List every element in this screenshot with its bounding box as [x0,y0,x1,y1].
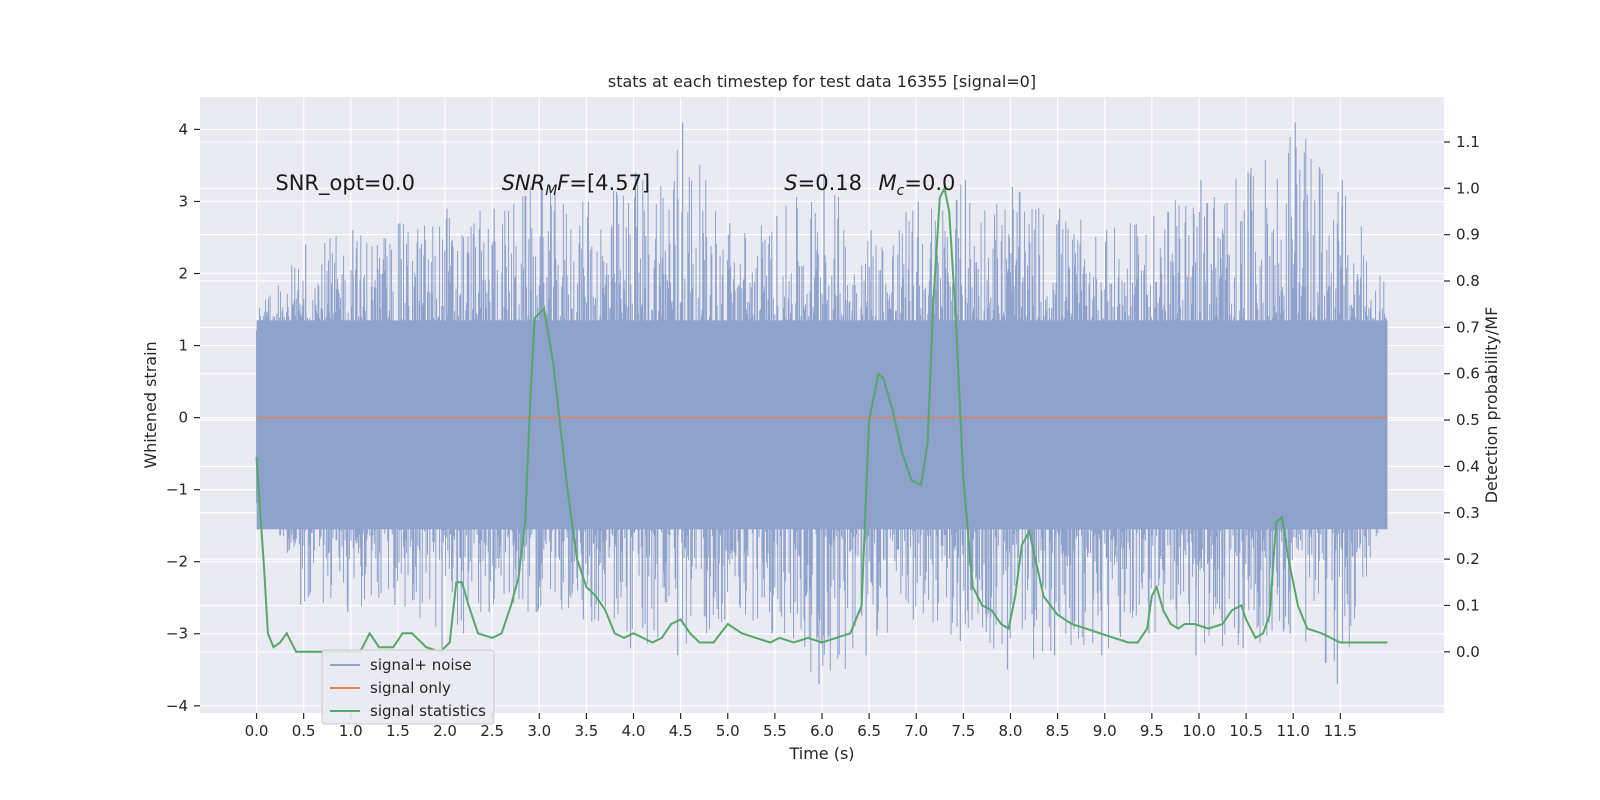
x-tick-label: 5.5 [763,722,787,740]
y2-tick-label: 0.7 [1456,318,1480,336]
plot-series [255,122,1388,685]
annotation-mc: Mc=0.0 [879,171,956,199]
y2-tick-label: 0.0 [1456,643,1480,661]
annotation-s: S=0.18 [784,171,862,195]
y-tick-label: 2 [178,265,188,283]
x-tick-label: 10.5 [1229,722,1262,740]
x-tick-label: 3.5 [574,722,598,740]
y-tick-label: 3 [178,192,188,210]
legend-label-signal-only: signal only [370,679,451,697]
x-tick-label: 2.0 [433,722,457,740]
x-tick-label: 9.5 [1140,722,1164,740]
y2-tick-label: 0.3 [1456,504,1480,522]
x-tick-label: 4.0 [622,722,646,740]
y2-axis-ticks: 0.0 0.1 0.2 0.3 0.4 0.5 0.6 0.7 0.8 0.9 1.0 1.1 [1444,133,1480,661]
y-tick-label: 4 [178,120,188,138]
y-tick-label: −3 [166,625,188,643]
y2-tick-label: 0.1 [1456,596,1480,614]
x-tick-label: 7.0 [904,722,928,740]
signal-noise-series [256,122,1388,685]
y2-tick-label: 0.6 [1456,365,1480,383]
x-tick-label: 9.0 [1093,722,1117,740]
y2-tick-label: 0.9 [1456,226,1480,244]
legend-label-signal-noise: signal+ noise [370,656,472,674]
y2-tick-label: 0.8 [1456,272,1480,290]
y2-axis-label: Detection probability/MF [1482,307,1501,504]
x-tick-label: 8.5 [1046,722,1070,740]
x-tick-label: 11.0 [1277,722,1310,740]
noise-spikes [256,136,1388,672]
y-tick-label: −1 [166,481,188,499]
x-tick-label: 11.5 [1324,722,1357,740]
x-tick-label: 5.0 [716,722,740,740]
y2-tick-label: 0.5 [1456,411,1480,429]
x-axis-label: Time (s) [788,744,854,763]
y-axis-label: Whitened strain [141,341,160,468]
annotation-snr-mf: SNRMF=[4.57] [502,171,651,199]
y-axis-ticks: −4 −3 −2 −1 0 1 2 3 4 [166,120,200,715]
x-tick-label: 2.5 [480,722,504,740]
legend-box [321,649,495,725]
chart-title: stats at each timestep for test data 163… [608,72,1036,91]
x-tick-label: 1.0 [339,722,363,740]
annotation-snr-opt: SNR_opt=0.0 [275,171,415,196]
y2-tick-label: 1.1 [1456,133,1480,151]
y-tick-label: 0 [178,409,188,427]
x-tick-label: 3.0 [527,722,551,740]
y-tick-label: −4 [166,697,188,715]
y2-tick-label: 0.2 [1456,550,1480,568]
y-tick-label: −2 [166,553,188,571]
x-tick-label: 8.0 [999,722,1023,740]
x-tick-label: 6.0 [810,722,834,740]
y-tick-label: 1 [178,337,188,355]
y2-tick-label: 1.0 [1456,179,1480,197]
x-tick-label: 4.5 [669,722,693,740]
x-tick-label: 0.0 [245,722,269,740]
x-tick-label: 7.5 [951,722,975,740]
x-tick-label: 0.5 [292,722,316,740]
x-axis-ticks: 0.0 0.5 1.0 1.5 2.0 2.5 3.0 3.5 4.0 4.5 5.0 5.5 6.0 6… [245,713,1357,740]
x-tick-label: 6.5 [857,722,881,740]
legend-label-signal-statistics: signal statistics [370,702,486,720]
x-tick-label: 10.0 [1182,722,1215,740]
legend: signal+ noise signal only signal statist… [321,649,495,725]
x-tick-label: 1.5 [386,722,410,740]
y2-tick-label: 0.4 [1456,457,1480,475]
